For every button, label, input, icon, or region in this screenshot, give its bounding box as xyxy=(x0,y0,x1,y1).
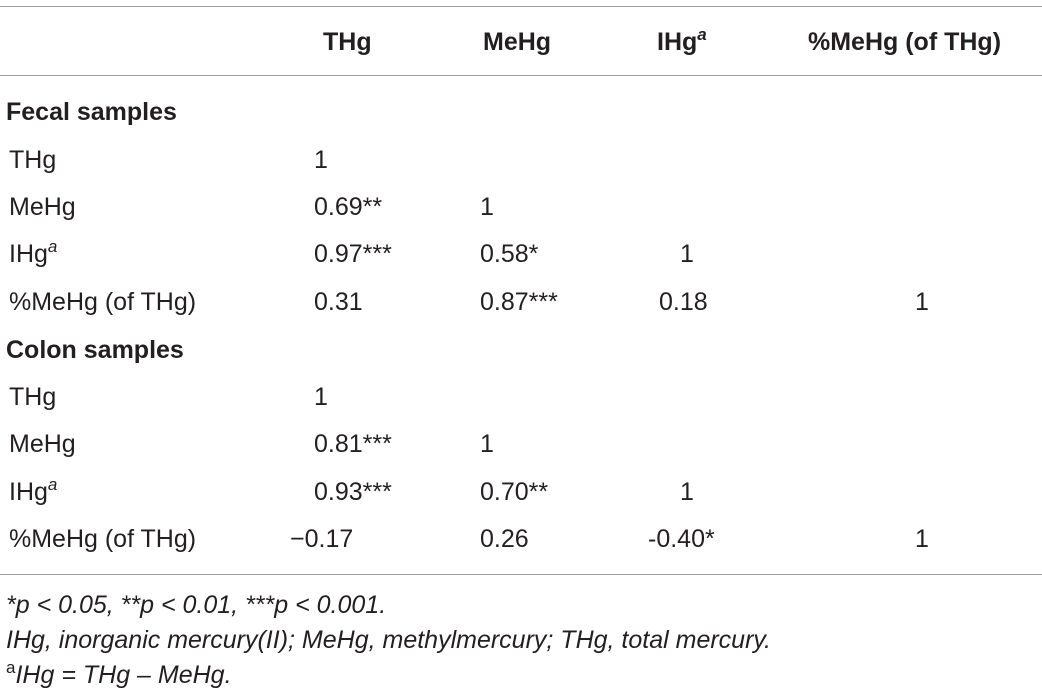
row-label: THg xyxy=(9,146,57,174)
cell-pct-mehg: 1 xyxy=(915,288,929,316)
row-label: MeHg xyxy=(9,430,76,458)
cell-ihg: 1 xyxy=(680,478,694,506)
cell-mehg: 0.26 xyxy=(480,525,529,553)
header-thg: THg xyxy=(323,28,372,56)
cell-thg: 0.93*** xyxy=(314,478,392,506)
cell-mehg: 0.58* xyxy=(480,240,539,268)
cell-mehg: 0.70** xyxy=(480,478,549,506)
table-bottom-rule xyxy=(0,574,1042,575)
footnote-formula-marker: a xyxy=(6,658,16,677)
cell-thg: 0.81*** xyxy=(314,430,392,458)
row-label-sup: a xyxy=(47,237,58,256)
cell-ihg: 0.18 xyxy=(659,288,708,316)
row-label: %MeHg (of THg) xyxy=(9,288,197,316)
footnote-formula-text: IHg = THg – MeHg. xyxy=(15,661,232,689)
cell-ihg: 1 xyxy=(680,240,694,268)
row-label-text: IHg xyxy=(9,478,48,506)
section-title: Fecal samples xyxy=(6,98,177,126)
cell-pct-mehg: 1 xyxy=(915,525,929,553)
table-header-rule xyxy=(0,75,1042,76)
row-label-sup: a xyxy=(47,475,58,494)
footnote-formula: aIHg = THg – MeHg. xyxy=(6,658,232,690)
cell-mehg: 1 xyxy=(480,430,494,458)
header-mehg: MeHg xyxy=(483,28,552,56)
cell-ihg: -0.40* xyxy=(648,525,715,553)
row-label: %MeHg (of THg) xyxy=(9,525,197,553)
cell-mehg: 0.87*** xyxy=(480,288,558,316)
cell-thg: 1 xyxy=(314,383,328,411)
row-label: THg xyxy=(9,383,57,411)
footnote-abbreviations: IHg, inorganic mercury(II); MeHg, methyl… xyxy=(6,626,771,654)
header-pct-mehg: %MeHg (of THg) xyxy=(808,28,1002,56)
footnote-significance: *p < 0.05, **p < 0.01, ***p < 0.001. xyxy=(6,591,387,619)
row-label-text: IHg xyxy=(9,240,48,268)
header-ihg: IHga xyxy=(657,25,707,57)
cell-thg: −0.17 xyxy=(290,525,354,553)
row-label: IHga xyxy=(9,475,58,507)
cell-thg: 1 xyxy=(314,146,328,174)
cell-mehg: 1 xyxy=(480,193,494,221)
table-top-rule xyxy=(0,6,1042,7)
section-title: Colon samples xyxy=(6,336,184,364)
cell-thg: 0.31 xyxy=(314,288,363,316)
header-ihg-sup: a xyxy=(697,25,707,44)
row-label: IHga xyxy=(9,237,58,269)
cell-thg: 0.69** xyxy=(314,193,383,221)
header-ihg-label: IHg xyxy=(657,28,698,56)
cell-thg: 0.97*** xyxy=(314,240,392,268)
row-label: MeHg xyxy=(9,193,76,221)
